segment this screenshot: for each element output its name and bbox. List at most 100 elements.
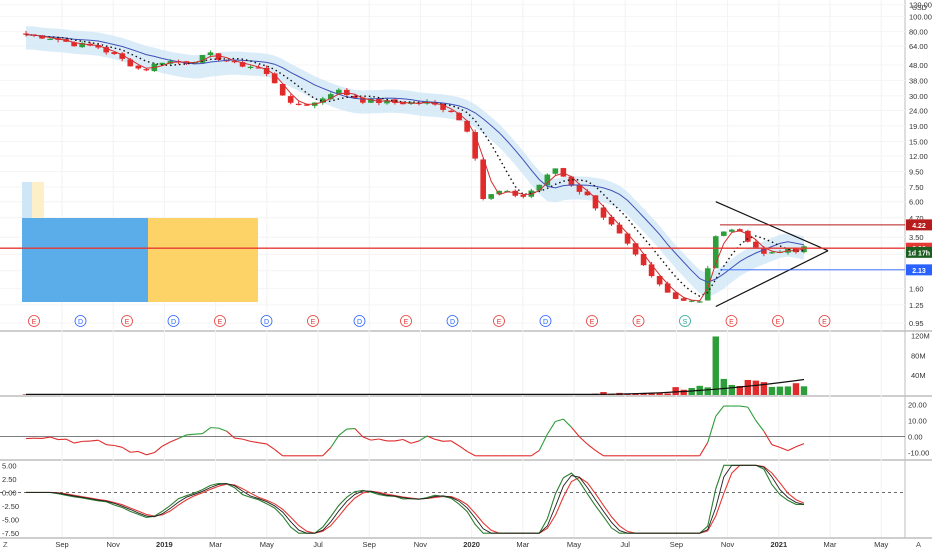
price-tick-12: 7.50 [909, 183, 924, 192]
time-tick-12: Sep [670, 540, 683, 549]
time-tick-16: May [874, 540, 888, 549]
candle-body-78 [649, 264, 655, 276]
price-marker-label-2: 1d 17h [908, 250, 930, 257]
time-tick-3: Mar [209, 540, 222, 549]
price-tick-20: 0.95 [909, 319, 924, 328]
candle-body-15 [144, 69, 150, 70]
candle-body-57 [480, 160, 486, 199]
candle-body-3 [47, 39, 53, 40]
price-tick-0: 120.00 [909, 1, 932, 10]
candle-body-93 [769, 252, 775, 253]
candle-body-66 [553, 168, 559, 173]
event-marker-label-14: S [683, 319, 688, 326]
event-marker-label-6: E [311, 319, 316, 326]
event-marker-label-8: E [404, 319, 409, 326]
price-tick-13: 6.00 [909, 198, 924, 207]
time-tick-1: Nov [107, 540, 121, 549]
price-tick-19: 1.25 [909, 301, 924, 310]
osc2-tick-1: 2.50 [2, 475, 17, 484]
candle-body-82 [681, 298, 687, 300]
candle-body-14 [135, 66, 141, 69]
price-tick-1: 100.00 [909, 13, 932, 22]
volume-bar-85 [705, 387, 711, 395]
price-tick-18: 1.60 [909, 285, 924, 294]
volume-profile-buy-small [22, 182, 32, 218]
candle-body-88 [729, 230, 735, 232]
osc1-tick-1: 10.00 [908, 416, 927, 425]
candle-body-64 [537, 185, 543, 191]
volume-bar-90 [745, 380, 751, 395]
time-tick-5: Jul [313, 540, 323, 549]
event-marker-label-11: D [543, 319, 548, 326]
candle-body-75 [625, 233, 631, 243]
candle-body-87 [721, 232, 727, 236]
time-tick-0: Sep [55, 540, 68, 549]
price-tick-8: 19.00 [909, 122, 928, 131]
candle-body-80 [665, 283, 671, 292]
time-tick-9: Mar [516, 540, 529, 549]
volume-bar-95 [785, 386, 791, 395]
volume-profile-sell-small [32, 182, 44, 218]
price-marker-label-0: 4.22 [912, 223, 926, 230]
candle-body-23 [208, 52, 214, 55]
candle-body-91 [753, 242, 759, 248]
osc2-tick-0: 5.00 [2, 461, 17, 470]
volume-tick-2: 40M [911, 371, 926, 380]
volume-bar-82 [680, 390, 686, 395]
time-tick-4: May [260, 540, 274, 549]
price-tick-6: 30.00 [909, 92, 928, 101]
event-marker-label-13: E [636, 319, 641, 326]
candle-body-58 [488, 194, 494, 199]
candle-body-77 [641, 254, 647, 265]
event-marker-label-3: D [171, 319, 176, 326]
volume-bar-81 [672, 387, 678, 395]
event-marker-label-9: D [450, 319, 455, 326]
osc2-tick-4: -5.00 [2, 516, 19, 525]
candle-body-28 [248, 67, 254, 68]
candle-body-65 [545, 175, 551, 186]
price-tick-3: 64.00 [909, 42, 928, 51]
candle-body-67 [561, 168, 567, 177]
volume-bar-80 [664, 393, 670, 395]
price-tick-2: 80.00 [909, 27, 928, 36]
time-tick-14: 2021 [770, 540, 787, 549]
time-tick-13: Nov [721, 540, 735, 549]
event-marker-label-10: E [497, 319, 502, 326]
event-marker-label-17: E [822, 319, 827, 326]
osc1-tick-3: -10.00 [908, 449, 929, 458]
volume-bar-93 [769, 387, 775, 395]
volume-profile-sell [148, 218, 258, 302]
volume-bar-87 [721, 379, 727, 395]
event-marker-label-5: D [264, 319, 269, 326]
volume-tick-1: 80M [911, 351, 926, 360]
osc2-tick-3: -2.50 [2, 502, 19, 511]
time-tick-7: Nov [414, 540, 428, 549]
zoom-toggle-glyph: Z [3, 540, 8, 549]
osc1-tick-0: 20.00 [908, 400, 927, 409]
time-tick-15: Mar [824, 540, 837, 549]
volume-bar-94 [777, 387, 783, 395]
candle-body-71 [593, 195, 599, 208]
time-tick-6: Sep [363, 540, 376, 549]
candle-body-55 [464, 121, 470, 132]
price-marker-label-3: 2.13 [912, 268, 926, 275]
osc2-tick-5: -7.50 [2, 529, 19, 538]
candle-body-62 [520, 195, 526, 197]
price-tick-10: 12.00 [909, 152, 928, 161]
osc1-tick-2: 0.00 [908, 433, 923, 442]
event-marker-label-7: D [357, 319, 362, 326]
candle-body-85 [705, 268, 711, 300]
price-tick-9: 15.00 [909, 137, 928, 146]
price-tick-5: 38.00 [909, 76, 928, 85]
event-marker-label-16: E [776, 319, 781, 326]
event-marker-label-0: E [32, 319, 37, 326]
auto-scale-glyph: A [916, 540, 921, 549]
volume-profile-buy [22, 218, 148, 302]
candle-body-74 [617, 225, 623, 234]
osc1-seg-21 [186, 434, 194, 435]
event-marker-label-15: E [729, 319, 734, 326]
volume-bar-86 [713, 336, 719, 395]
